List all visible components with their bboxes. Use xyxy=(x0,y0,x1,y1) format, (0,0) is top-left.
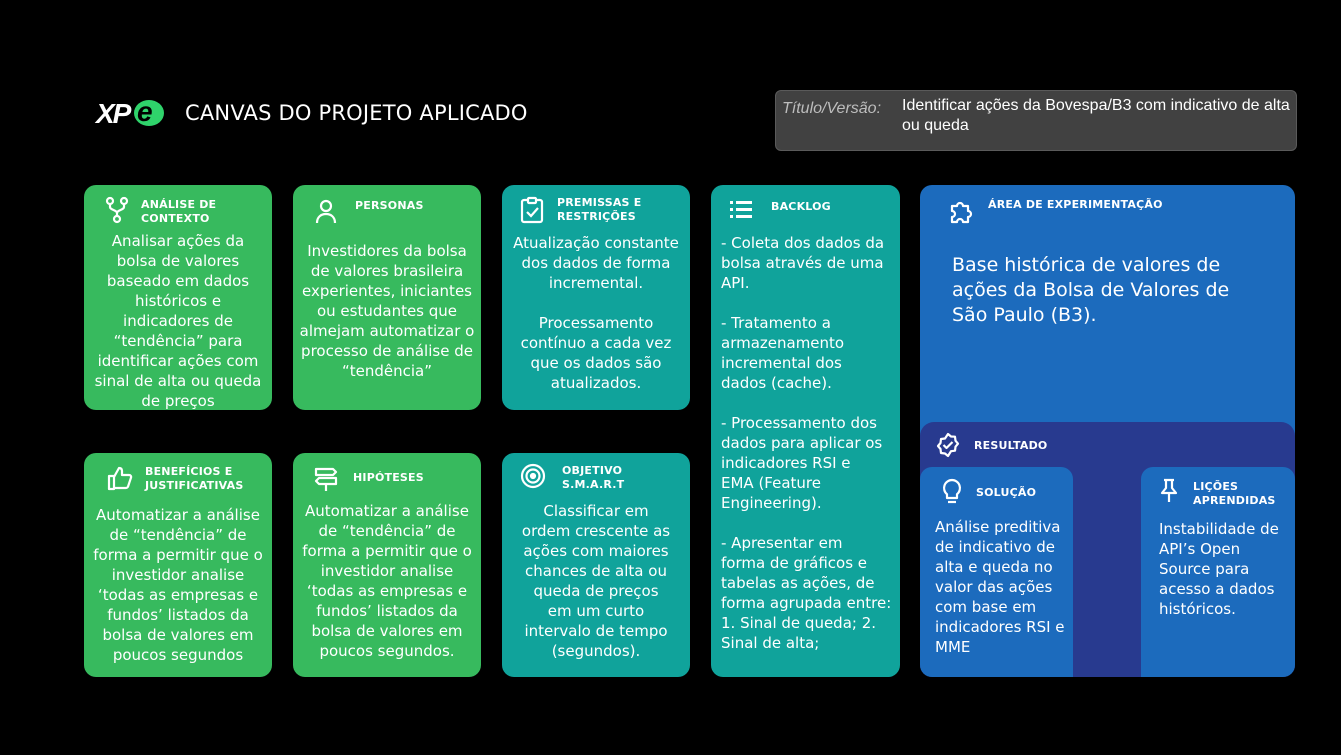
card-area-experimentacao: ÁREA DE EXPERIMENTAÇÃO Base histórica de… xyxy=(920,185,1295,677)
card-text: - Coleta dos dados da bolsa através de u… xyxy=(721,234,892,652)
card-premissas: PREMISSAS E RESTRIÇÕES Atualização const… xyxy=(502,185,690,410)
card-beneficios: BENEFÍCIOS E JUSTIFICATIVAS Automatizar … xyxy=(84,453,272,677)
card-hipoteses: HIPÓTESES Automatizar a análise de “tend… xyxy=(293,453,481,677)
card-text: Classificar em ordem crescente as ações … xyxy=(521,502,671,660)
fork-icon xyxy=(103,196,131,224)
lightbulb-icon xyxy=(938,477,966,505)
card-text: Analisar ações da bolsa de valores basea… xyxy=(94,232,262,410)
logo-xp: XP xyxy=(96,98,131,129)
card-personas: PERSONAS Investidores da bolsa de valore… xyxy=(293,185,481,410)
card-title: ÁREA DE EXPERIMENTAÇÃO xyxy=(988,198,1163,211)
licoes-title: LIÇÕES APRENDIDAS xyxy=(1193,480,1276,507)
target-icon xyxy=(519,462,547,490)
xpe-logo: XP e xyxy=(96,96,166,129)
card-text: Atualização constante dos dados de forma… xyxy=(513,234,679,392)
title-version-box: Título/Versão: Identificar ações da Bove… xyxy=(775,90,1297,151)
card-title: BENEFÍCIOS E JUSTIFICATIVAS xyxy=(145,465,244,492)
card-text: Investidores da bolsa de valores brasile… xyxy=(299,242,475,380)
card-text: Automatizar a análise de “tendência” de … xyxy=(93,506,263,664)
logo-e: e xyxy=(137,96,153,127)
card-text: Base histórica de valores de ações da Bo… xyxy=(952,254,1230,326)
puzzle-icon xyxy=(947,197,975,225)
card-licoes-aprendidas: LIÇÕES APRENDIDAS Instabilidade de API’s… xyxy=(1141,467,1295,677)
card-title: ANÁLISE DE CONTEXTO xyxy=(141,198,217,225)
card-title: OBJETIVO S.M.A.R.T xyxy=(562,464,625,491)
card-title: PREMISSAS E RESTRIÇÕES xyxy=(557,196,642,223)
title-version-label: Título/Versão: xyxy=(782,100,882,117)
card-backlog: BACKLOG - Coleta dos dados da bolsa atra… xyxy=(711,185,900,677)
card-solucao: SOLUÇÃO Análise preditiva de indicativo … xyxy=(920,467,1073,677)
resultado-title: RESULTADO xyxy=(974,439,1048,452)
card-analise-contexto: ANÁLISE DE CONTEXTO Analisar ações da bo… xyxy=(84,185,272,410)
list-icon xyxy=(727,195,755,223)
solucao-text: Análise preditiva de indicativo de alta … xyxy=(935,518,1065,656)
title-version-value: Identificar ações da Bovespa/B3 com indi… xyxy=(902,97,1290,134)
card-title: HIPÓTESES xyxy=(353,471,424,484)
badge-check-icon xyxy=(934,431,962,459)
person-icon xyxy=(312,197,340,225)
card-text: Automatizar a análise de “tendência” de … xyxy=(302,502,472,660)
page-title: CANVAS DO PROJETO APLICADO xyxy=(185,101,528,125)
card-title: PERSONAS xyxy=(355,199,424,212)
thumbs-up-icon xyxy=(106,464,134,492)
card-title: BACKLOG xyxy=(771,200,831,213)
card-objetivo-smart: OBJETIVO S.M.A.R.T Classificar em ordem … xyxy=(502,453,690,677)
signpost-icon xyxy=(312,465,340,493)
solucao-title: SOLUÇÃO xyxy=(976,486,1037,499)
licoes-text: Instabilidade de API’s Open Source para … xyxy=(1159,520,1279,618)
clipboard-check-icon xyxy=(518,196,546,224)
pin-icon xyxy=(1155,477,1183,505)
logo-e-circle xyxy=(134,100,164,126)
